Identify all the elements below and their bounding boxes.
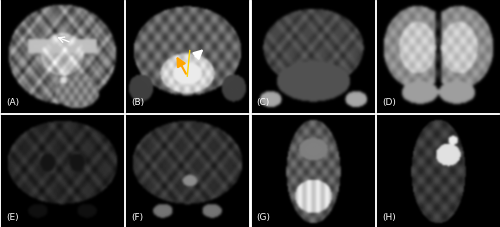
Text: (D): (D) xyxy=(382,98,396,107)
Text: (F): (F) xyxy=(132,213,143,222)
Text: (A): (A) xyxy=(6,98,19,107)
Text: (H): (H) xyxy=(382,213,396,222)
Text: (E): (E) xyxy=(6,213,18,222)
Text: (G): (G) xyxy=(256,213,270,222)
Text: (C): (C) xyxy=(256,98,270,107)
Text: (B): (B) xyxy=(132,98,144,107)
